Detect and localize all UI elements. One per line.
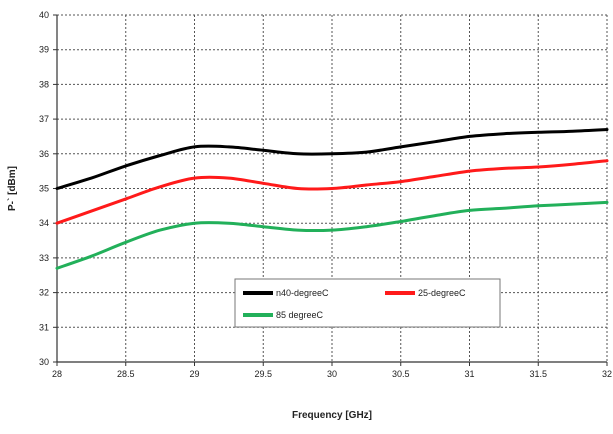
x-tick-label: 30 xyxy=(327,369,337,379)
y-tick-label: 39 xyxy=(39,45,49,55)
x-tick-label: 28 xyxy=(52,369,62,379)
x-tick-label: 31.5 xyxy=(529,369,547,379)
series-line-3 xyxy=(55,200,609,270)
y-axis-title: P-` [dBm] xyxy=(7,166,18,211)
x-axis-title: Frequency [GHz] xyxy=(292,410,372,421)
x-tick-label: 31 xyxy=(464,369,474,379)
x-tick-label: 30.5 xyxy=(392,369,410,379)
legend-label-3: 85 degreeC xyxy=(276,310,324,320)
series-line-1 xyxy=(55,128,609,190)
y-tick-label: 35 xyxy=(39,184,49,194)
y-tick-label: 34 xyxy=(39,218,49,228)
grid xyxy=(57,14,608,362)
x-tick-label: 29 xyxy=(189,369,199,379)
y-tick-label: 32 xyxy=(39,288,49,298)
legend-box xyxy=(234,278,501,328)
y-tick-label: 40 xyxy=(39,10,49,20)
y-tick-label: 30 xyxy=(39,357,49,367)
x-tick-label: 32 xyxy=(602,369,612,379)
tick-labels: 28 28.5 29 29.5 30 30.5 31 31.5 32 30 31 32 33 34 35 36… xyxy=(39,10,612,379)
y-tick-label: 37 xyxy=(39,114,49,124)
legend-label-2: 25-degreeC xyxy=(418,288,466,298)
x-tick-label: 29.5 xyxy=(254,369,272,379)
series-line-2 xyxy=(55,159,609,225)
y-tick-label: 33 xyxy=(39,253,49,263)
series-lines xyxy=(55,128,609,270)
y-tick-label: 36 xyxy=(39,149,49,159)
x-tick-label: 28.5 xyxy=(117,369,135,379)
legend-label-1: n40-degreeC xyxy=(276,288,329,298)
legend: n40-degreeC 25-degreeC 85 degreeC xyxy=(234,278,501,328)
y-tick-label: 38 xyxy=(39,79,49,89)
y-tick-label: 31 xyxy=(39,322,49,332)
